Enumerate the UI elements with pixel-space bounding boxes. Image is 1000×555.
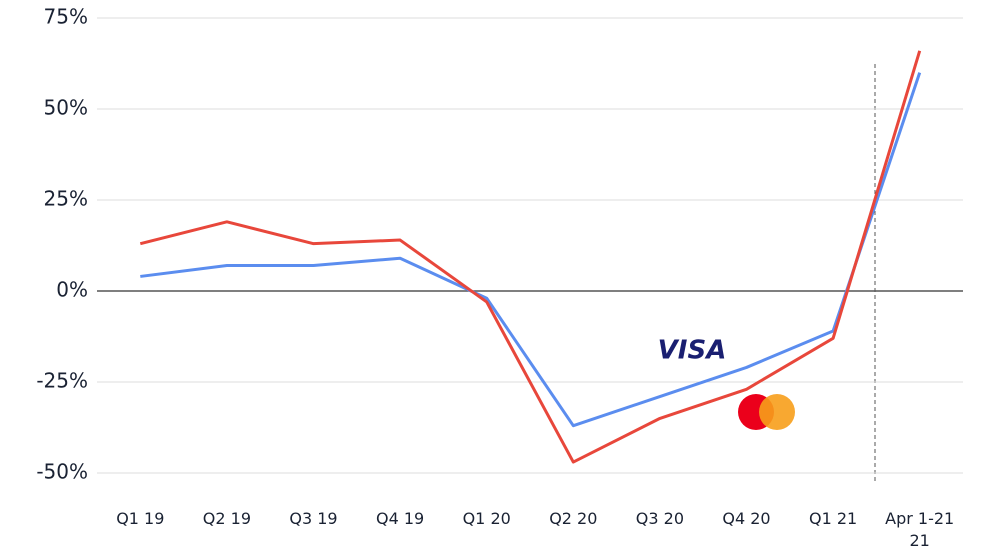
y-tick-label: -25%	[36, 369, 88, 393]
x-tick-label: Q4 20	[722, 509, 771, 528]
x-tick-label: Q1 21	[808, 509, 858, 528]
x-tick-label: Q2 19	[202, 509, 251, 528]
x-tick-label: Q4 19	[375, 509, 425, 528]
x-tick-label: Apr 1-21 21	[885, 509, 955, 550]
x-tick-label: Q1 20	[462, 509, 511, 528]
x-tick-label: Q2 20	[549, 509, 598, 528]
y-tick-label: -50%	[36, 460, 88, 484]
x-tick-label: Q3 19	[289, 509, 338, 528]
series-line	[140, 72, 922, 428]
series-line	[139, 50, 922, 464]
y-tick-label: 50%	[44, 96, 88, 120]
visa-logo: VISA	[658, 336, 727, 366]
x-tick-label: Q1 19	[116, 509, 165, 528]
y-tick-label: 75%	[44, 5, 88, 29]
mastercard-logo	[738, 394, 795, 430]
mastercard-orange-circle	[759, 394, 795, 430]
y-tick-label: 0%	[56, 278, 88, 302]
x-tick-label: Q3 20	[635, 509, 684, 528]
y-tick-label: 25%	[44, 187, 88, 211]
